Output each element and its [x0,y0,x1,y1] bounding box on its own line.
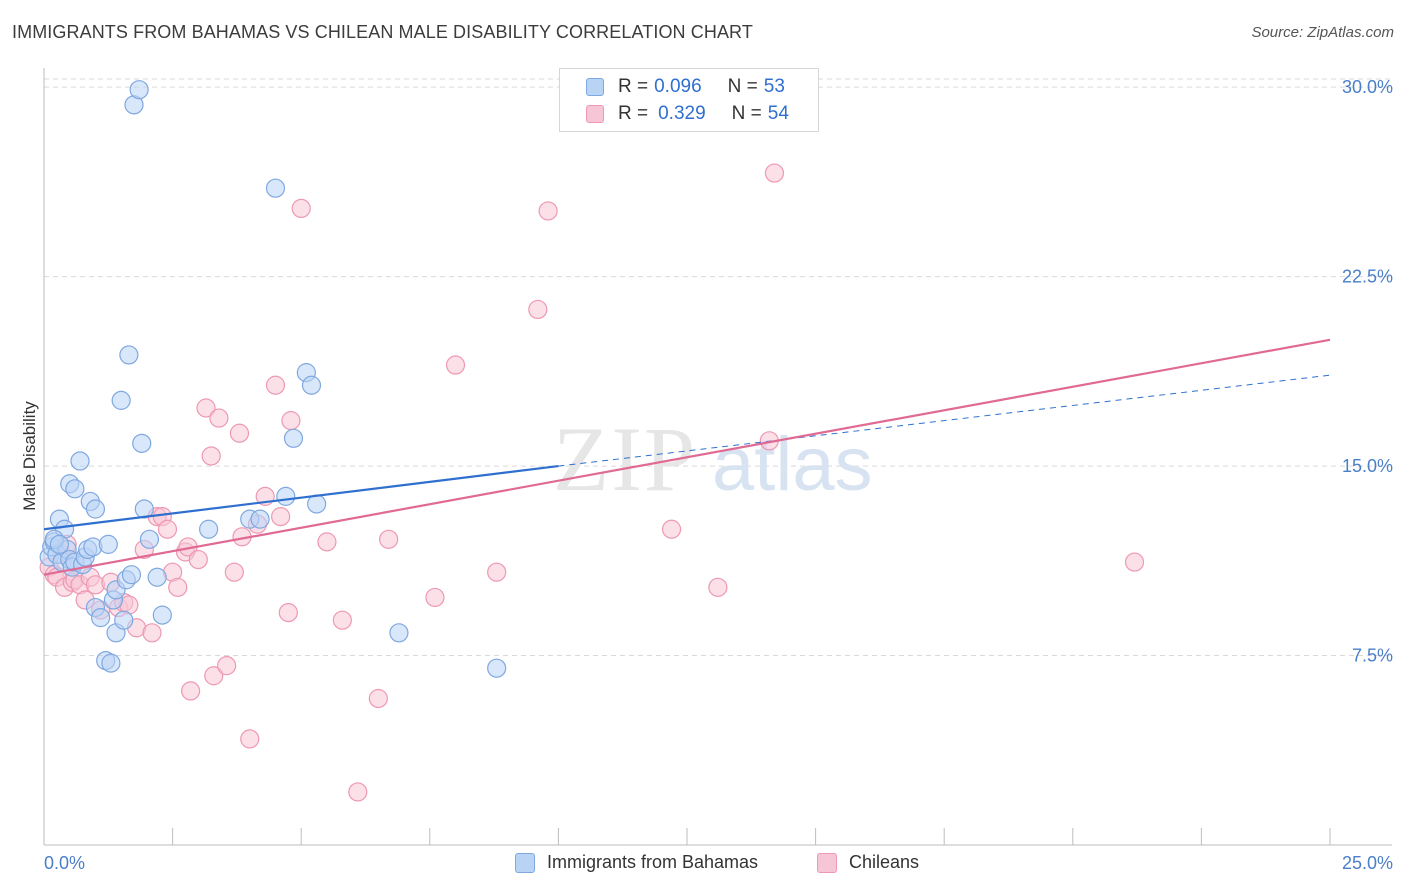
bahamas-point [85,499,106,519]
legend-r-value: 0.096 [654,76,702,97]
legend-row-bahamas: R = 0.096 N = 53 [586,75,785,99]
legend-n-label: N = [731,103,762,124]
bahamas-point [152,605,172,625]
chilean-point [265,375,286,395]
legend-n-label: N = [727,76,758,97]
chilean-point [188,549,208,570]
legend-row-chileans: R = 0.329 N = 54 [586,102,789,126]
bahamas-point [98,534,118,554]
y-tick-label: 7.5% [1352,646,1393,666]
chilean-point [332,610,352,630]
bahamas-point [389,623,409,643]
chilean-point [240,729,260,749]
chilean-point [425,587,445,608]
bahamas-point [132,433,152,453]
axes [43,68,1392,846]
chilean-point [157,519,178,539]
chilean-point [538,201,558,221]
chilean-point [661,519,682,539]
chilean-point [229,423,250,443]
bahamas-point [250,509,270,529]
bahamas-point [49,534,70,554]
x-tick-label-min: 0.0% [44,853,85,873]
bahamas-point [307,494,327,514]
chilean-point [201,446,221,466]
grid-lines [44,78,1392,657]
bahamas-trend-line [43,464,559,531]
legend-swatch-pink [586,105,604,123]
x-tick-labels: 0.0% 25.0% [44,853,1393,873]
legend-r-label: R = [618,76,649,97]
bahamas-point [265,178,286,198]
chilean-point [764,163,785,183]
bahamas-point [90,608,111,628]
chilean-point [528,299,548,320]
bahamas-point [301,375,322,395]
chilean-point [708,577,728,597]
chilean-point [445,355,466,375]
bahamas-point [70,451,90,471]
legend-n-value: 53 [763,76,785,97]
chilean-point [487,562,507,582]
chilean-point [271,507,291,527]
chilean-point [181,681,201,701]
chilean-point [291,198,311,219]
chilean-point [209,408,229,428]
chilean-point [379,529,399,549]
chilean-point [368,688,388,709]
trend-lines [43,338,1331,576]
watermark-atlas: atlas [712,422,873,507]
bahamas-point [129,80,149,100]
y-tick-labels: 7.5% 15.0% 22.5% 30.0% [1342,77,1393,665]
chilean-point [317,532,337,552]
chilean-point [281,411,301,431]
legend-item-bahamas[interactable]: Immigrants from Bahamas [515,852,758,873]
bahamas-point [121,565,142,585]
bahamas-point [65,479,85,499]
chilean-point [1124,552,1145,572]
correlation-legend: R = 0.096 N = 53 R = 0.329 N = 54 [559,68,819,132]
chilean-point [278,602,298,623]
chilean-point [217,656,237,676]
legend-swatch-blue [586,78,604,96]
chilean-point [168,577,188,597]
legend-swatch-pink [817,852,837,873]
bahamas-point [147,567,167,587]
legend-label-bahamas: Immigrants from Bahamas [547,852,759,872]
bahamas-point [199,519,219,539]
chilean-point [196,398,216,418]
bahamas-point [114,610,134,630]
series-legend: Immigrants from Bahamas Chileans [0,852,1406,876]
chilean-point [224,562,244,582]
legend-label-chileans: Chileans [849,852,920,872]
y-axis-label: Male Disability [20,401,39,511]
chilean-point [348,782,368,802]
bahamas-point [139,529,160,549]
y-tick-label: 30.0% [1342,77,1393,97]
legend-r-label: R = [618,103,649,124]
bahamas-point [487,658,507,678]
bahamas-point [111,390,131,410]
chilean-point [142,623,162,643]
chart-title: IMMIGRANTS FROM BAHAMAS VS CHILEAN MALE … [12,22,753,42]
x-tick-label-max: 25.0% [1342,853,1393,873]
chilean-trend-line [43,338,1331,576]
chilean-point [204,666,224,686]
source-credit: Source: ZipAtlas.com [1251,24,1394,41]
legend-r-value: 0.329 [658,103,706,124]
bahamas-trend-dashed [558,374,1331,467]
legend-n-value: 54 [767,103,789,124]
legend-swatch-blue [515,852,535,873]
bahamas-point [101,653,121,673]
bahamas-point [119,345,139,365]
y-tick-label: 15.0% [1342,456,1393,476]
legend-item-chileans[interactable]: Chileans [817,852,919,873]
bahamas-point [276,486,296,506]
y-tick-label: 22.5% [1342,267,1393,287]
bahamas-point [283,428,304,448]
